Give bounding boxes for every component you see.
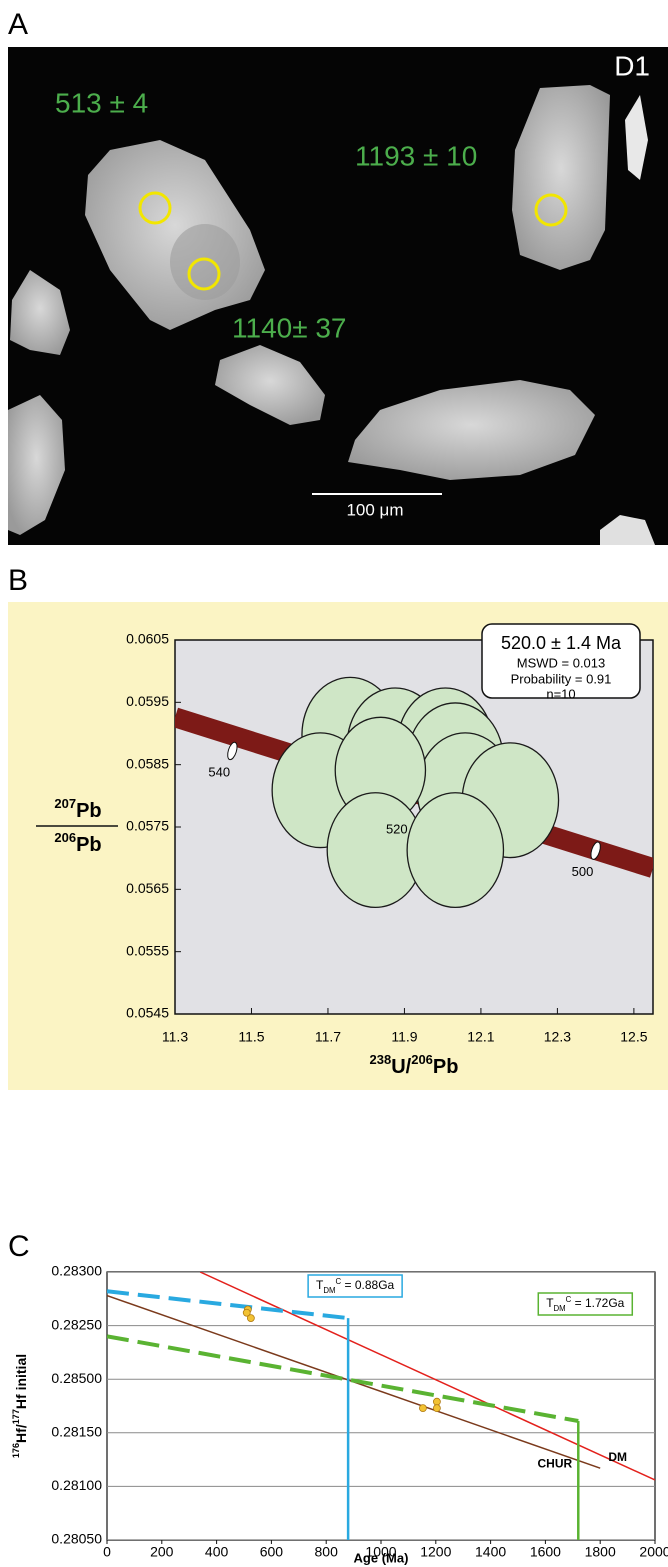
x-tick-label: 600 — [260, 1544, 284, 1560]
text-part: 177 — [11, 1409, 21, 1424]
data-point — [433, 1405, 440, 1412]
x-tick-label: 11.3 — [162, 1029, 188, 1045]
y-axis-label: 176Hf/177Hf initial — [11, 1354, 28, 1458]
text-part: Pb — [76, 834, 102, 856]
y-tick-label: 0.28150 — [51, 1424, 102, 1440]
x-tick-label: 1800 — [585, 1544, 616, 1560]
text-part: 206 — [411, 1052, 433, 1067]
x-tick-label: 0 — [103, 1544, 111, 1560]
data-point — [243, 1309, 250, 1316]
line-label: DM — [608, 1450, 627, 1464]
x-tick-label: 800 — [315, 1544, 339, 1560]
y-tick-label: 0.0555 — [126, 942, 169, 958]
y-tick-label: 0.28050 — [51, 1531, 102, 1547]
panel-label: A — [8, 8, 28, 41]
x-tick-label: 1600 — [530, 1544, 561, 1560]
x-tick-label: 12.5 — [620, 1029, 647, 1045]
age-label: 520 — [386, 822, 408, 837]
text-part: 238 — [370, 1052, 392, 1067]
y-tick-label: 0.28100 — [51, 1477, 102, 1493]
figure: A D1 513 ± 4 1193 ± 10 1140± 37 100 μm B… — [0, 0, 668, 1567]
text-part: Pb — [433, 1056, 459, 1078]
panel-label: B — [8, 564, 28, 597]
text-part: 206 — [54, 830, 76, 845]
panel-label: C — [8, 1230, 30, 1263]
x-tick-label: 11.9 — [391, 1029, 417, 1045]
data-point — [419, 1405, 426, 1412]
text-part: 176 — [11, 1443, 21, 1458]
y-tick-label: 0.28500 — [51, 1370, 102, 1386]
y-tick-label: 0.0575 — [126, 818, 169, 834]
line-label: CHUR — [538, 1456, 573, 1470]
x-axis-label: Age (Ma) — [354, 1550, 409, 1565]
text-part: Hf initial — [13, 1354, 29, 1409]
sample-label: D1 — [614, 50, 650, 81]
data-point — [433, 1398, 440, 1405]
y-tick-label: 0.28300 — [51, 1263, 102, 1279]
error-ellipse — [407, 793, 503, 908]
text-part: U/ — [391, 1056, 411, 1078]
text-part: Hf/ — [13, 1424, 29, 1443]
age-label: 1193 ± 10 — [355, 140, 477, 171]
y-tick-label: 0.0565 — [126, 880, 169, 896]
x-tick-label: 200 — [150, 1544, 174, 1560]
text-part: DM — [323, 1286, 335, 1295]
age-label: 1140± 37 — [232, 312, 347, 343]
x-tick-label: 1200 — [420, 1544, 451, 1560]
x-tick-label: 11.7 — [315, 1029, 341, 1045]
x-tick-label: 12.3 — [544, 1029, 571, 1045]
x-tick-label: 12.1 — [467, 1029, 494, 1045]
age-label: 513 ± 4 — [55, 87, 148, 118]
text-part: = 1.72Ga — [571, 1296, 624, 1310]
y-tick-label: 0.28250 — [51, 1316, 102, 1332]
result-mswd: MSWD = 0.013 — [517, 655, 606, 670]
text-part: DM — [554, 1304, 566, 1313]
y-tick-label: 0.0545 — [126, 1005, 169, 1021]
text-part: Pb — [76, 800, 102, 822]
y-tick-label: 0.0595 — [126, 693, 169, 709]
age-label: 500 — [572, 864, 594, 879]
x-tick-label: 11.5 — [238, 1029, 264, 1045]
x-tick-label: 1400 — [475, 1544, 506, 1560]
text-part: = 0.88Ga — [341, 1278, 394, 1292]
text-part: 207 — [54, 796, 76, 811]
result-age: 520.0 ± 1.4 Ma — [501, 633, 622, 653]
y-tick-label: 0.0605 — [126, 631, 169, 647]
x-tick-label: 400 — [205, 1544, 229, 1560]
x-tick-label: 2000 — [639, 1544, 668, 1560]
result-probability: Probability = 0.91 — [511, 671, 612, 686]
result-n: n=10 — [546, 686, 575, 701]
scale-bar-label: 100 μm — [346, 500, 403, 519]
y-tick-label: 0.0585 — [126, 755, 169, 771]
age-label: 540 — [208, 764, 230, 779]
